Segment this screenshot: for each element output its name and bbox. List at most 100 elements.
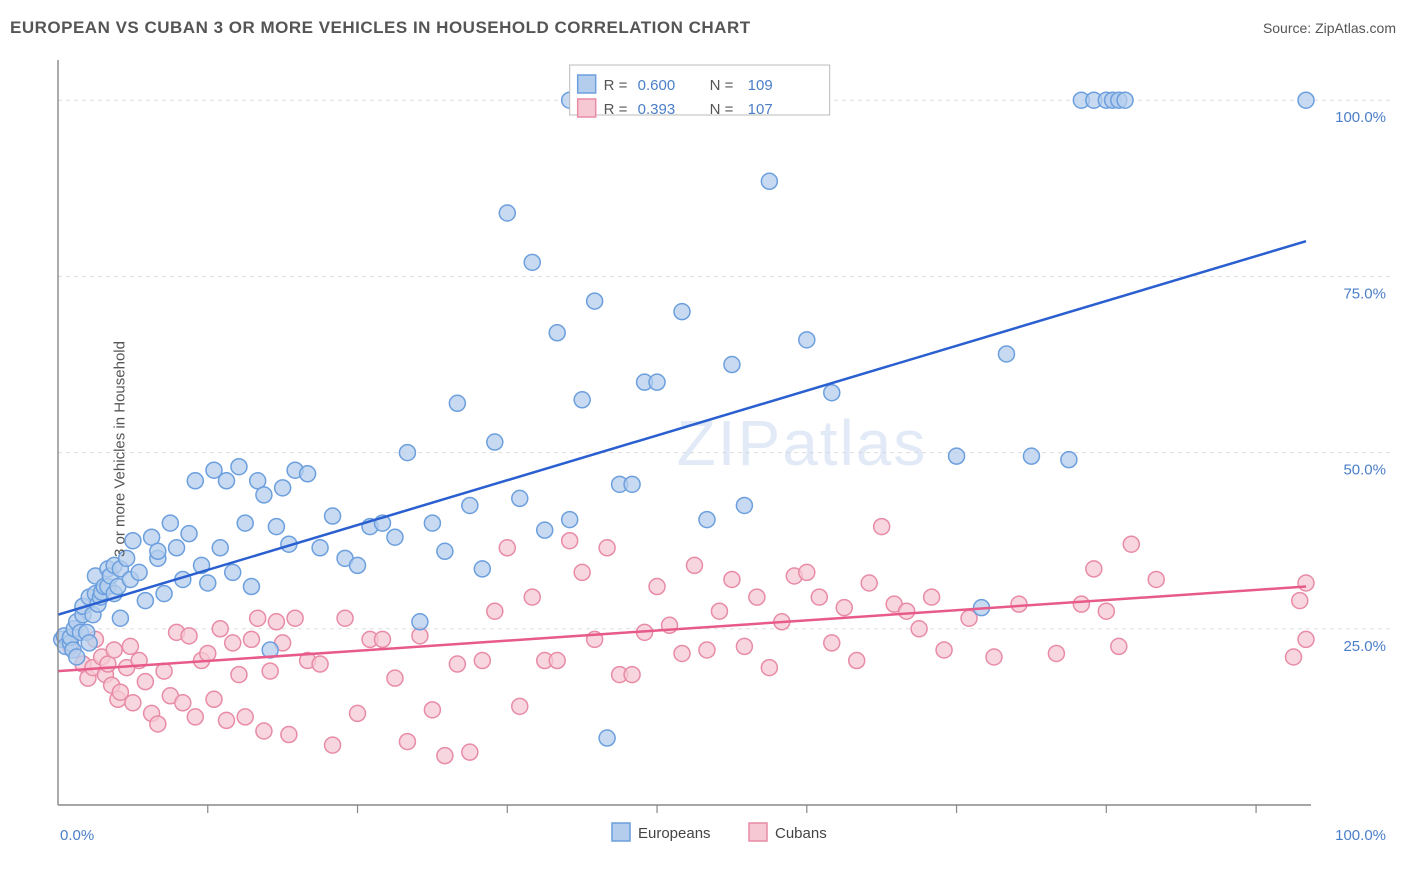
scatter-point <box>686 557 702 573</box>
scatter-point <box>256 487 272 503</box>
x-tick-label: 100.0% <box>1335 827 1386 843</box>
scatter-point <box>150 716 166 732</box>
scatter-point <box>724 357 740 373</box>
scatter-point <box>836 600 852 616</box>
scatter-point <box>524 589 540 605</box>
scatter-point <box>243 579 259 595</box>
scatter-point <box>112 610 128 626</box>
scatter-point <box>874 519 890 535</box>
scatter-point <box>624 476 640 492</box>
scatter-point <box>162 515 178 531</box>
y-axis-title: 3 or more Vehicles in Household <box>111 341 128 557</box>
trend-line <box>58 241 1306 615</box>
scatter-point <box>231 459 247 475</box>
scatter-point <box>1286 649 1302 665</box>
scatter-point <box>599 540 615 556</box>
scatter-point <box>181 526 197 542</box>
scatter-point <box>218 473 234 489</box>
scatter-point <box>325 737 341 753</box>
legend-r-label: R = <box>604 77 628 94</box>
scatter-point <box>337 610 353 626</box>
scatter-point <box>462 744 478 760</box>
scatter-point <box>724 571 740 587</box>
scatter-point <box>1023 448 1039 464</box>
scatter-point <box>131 564 147 580</box>
source-name: ZipAtlas.com <box>1315 20 1396 36</box>
scatter-point <box>81 635 97 651</box>
scatter-point <box>200 575 216 591</box>
scatter-point <box>449 656 465 672</box>
scatter-point <box>512 490 528 506</box>
scatter-point <box>474 561 490 577</box>
scatter-point <box>225 635 241 651</box>
scatter-point <box>312 540 328 556</box>
scatter-point <box>849 653 865 669</box>
scatter-point <box>799 332 815 348</box>
scatter-point <box>268 614 284 630</box>
legend-n-value: 109 <box>748 77 773 94</box>
scatter-point <box>462 497 478 513</box>
scatter-point <box>911 621 927 637</box>
scatter-point <box>106 642 122 658</box>
scatter-point <box>549 325 565 341</box>
legend-n-value: 107 <box>748 101 773 118</box>
scatter-point <box>799 564 815 580</box>
legend-r-label: R = <box>604 101 628 118</box>
scatter-point <box>1292 593 1308 609</box>
scatter-point <box>187 709 203 725</box>
scatter-point <box>218 712 234 728</box>
scatter-point <box>387 670 403 686</box>
scatter-point <box>312 656 328 672</box>
scatter-point <box>156 586 172 602</box>
scatter-point <box>474 653 490 669</box>
scatter-point <box>237 515 253 531</box>
y-tick-label: 50.0% <box>1343 462 1386 479</box>
scatter-point <box>237 709 253 725</box>
scatter-point <box>281 727 297 743</box>
scatter-point <box>649 374 665 390</box>
x-tick-label: 0.0% <box>60 827 94 843</box>
y-tick-label: 100.0% <box>1335 109 1386 126</box>
scatter-point <box>137 674 153 690</box>
legend-series-label: Cubans <box>775 825 827 842</box>
scatter-point <box>374 631 390 647</box>
scatter-point <box>549 653 565 669</box>
scatter-point <box>936 642 952 658</box>
scatter-point <box>499 205 515 221</box>
scatter-point <box>212 621 228 637</box>
legend-swatch <box>749 823 767 841</box>
scatter-point <box>674 304 690 320</box>
scatter-point <box>499 540 515 556</box>
scatter-point <box>1148 571 1164 587</box>
scatter-point <box>699 642 715 658</box>
scatter-point <box>562 533 578 549</box>
scatter-point <box>275 480 291 496</box>
scatter-point <box>487 603 503 619</box>
scatter-point <box>243 631 259 647</box>
legend-r-value: 0.600 <box>638 77 676 94</box>
scatter-point <box>699 512 715 528</box>
scatter-point <box>1098 603 1114 619</box>
scatter-point <box>949 448 965 464</box>
scatter-point <box>761 660 777 676</box>
scatter-point <box>761 173 777 189</box>
scatter-point <box>824 635 840 651</box>
scatter-point <box>749 589 765 605</box>
scatter-point <box>574 392 590 408</box>
scatter-point <box>524 254 540 270</box>
scatter-point <box>325 508 341 524</box>
legend-r-value: 0.393 <box>638 101 676 118</box>
scatter-point <box>986 649 1002 665</box>
scatter-point <box>824 385 840 401</box>
scatter-point <box>587 293 603 309</box>
legend-swatch <box>578 75 596 93</box>
scatter-point <box>736 497 752 513</box>
scatter-point <box>399 445 415 461</box>
scatter-point <box>487 434 503 450</box>
scatter-point <box>212 540 228 556</box>
legend-swatch <box>612 823 630 841</box>
scatter-point <box>412 614 428 630</box>
scatter-point <box>206 691 222 707</box>
scatter-point <box>1298 575 1314 591</box>
scatter-point <box>1298 631 1314 647</box>
